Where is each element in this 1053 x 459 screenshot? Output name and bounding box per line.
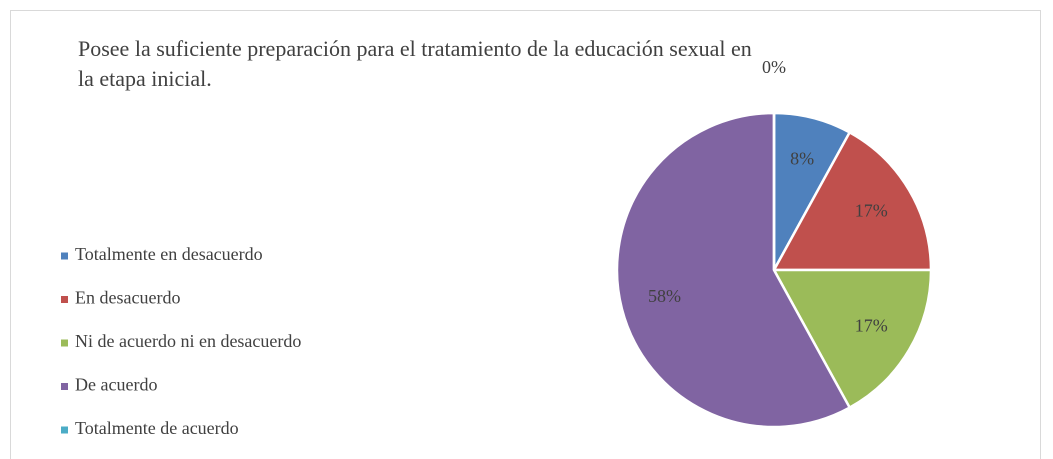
legend-label: Ni de acuerdo ni en desacuerdo — [75, 331, 301, 351]
data-label: 17% — [855, 316, 888, 336]
legend-label: En desacuerdo — [75, 288, 180, 308]
chart-title: Posee la suficiente preparación para el … — [78, 36, 752, 91]
legend-label: Totalmente en desacuerdo — [75, 244, 263, 264]
legend-marker — [61, 426, 68, 434]
pie-slice — [615, 111, 852, 429]
data-label: 8% — [790, 149, 814, 169]
legend-marker — [61, 296, 68, 303]
pie-slice — [771, 268, 933, 410]
pie-slice — [771, 130, 933, 272]
data-label: 0% — [762, 57, 786, 77]
legend-marker — [61, 383, 68, 390]
legend-marker — [61, 252, 68, 260]
data-label: 58% — [648, 286, 681, 306]
chart-frame — [10, 10, 1041, 459]
data-label: 17% — [855, 201, 888, 221]
legend-marker — [61, 339, 68, 347]
legend-label: Totalmente de acuerdo — [75, 418, 239, 438]
legend-label: De acuerdo — [75, 375, 157, 395]
